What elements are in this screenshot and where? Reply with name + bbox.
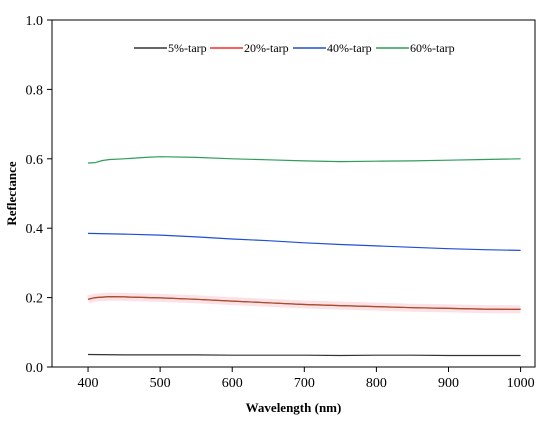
y-tick-label: 0.8 bbox=[26, 83, 44, 98]
x-tick-label: 400 bbox=[78, 376, 99, 391]
series-halo-20pct-tarp bbox=[87, 292, 521, 314]
x-tick-label: 700 bbox=[294, 376, 315, 391]
y-tick-label: 0.4 bbox=[26, 222, 44, 237]
legend-label-5pct-tarp: 5%-tarp bbox=[168, 41, 207, 55]
series-line-overlay bbox=[87, 296, 521, 310]
plot-frame bbox=[51, 19, 536, 368]
x-axis-title: Wavelength (nm) bbox=[246, 400, 342, 415]
y-tick-label: 1.0 bbox=[26, 14, 44, 29]
x-tick-label: 1000 bbox=[507, 376, 535, 391]
x-tick-label: 600 bbox=[222, 376, 243, 391]
x-tick-label: 900 bbox=[438, 376, 459, 391]
series-line-40pct-tarp bbox=[87, 232, 521, 251]
series-line-5pct-tarp bbox=[87, 353, 521, 357]
legend-label-20pct-tarp: 20%-tarp bbox=[244, 41, 289, 55]
x-tick-label: 500 bbox=[150, 376, 171, 391]
legend: 5%-tarp 20%-tarp 40%-tarp 60%-tarp bbox=[134, 41, 455, 55]
legend-label-40pct-tarp: 40%-tarp bbox=[327, 41, 372, 55]
y-tick-label: 0.6 bbox=[26, 153, 44, 168]
y-tick-label: 0.2 bbox=[26, 292, 44, 307]
y-axis-title: Reflectance bbox=[4, 161, 19, 225]
y-tick-label: 0.0 bbox=[26, 361, 44, 376]
legend-label-60pct-tarp: 60%-tarp bbox=[410, 41, 455, 55]
series-line-60pct-tarp bbox=[87, 156, 521, 164]
series-lines bbox=[87, 156, 521, 357]
axis-ticks: 400 500 600 700 800 900 1000 0.0 0.2 0.4 0.6 0.8 1.0 bbox=[26, 14, 535, 391]
x-tick-label: 800 bbox=[366, 376, 387, 391]
